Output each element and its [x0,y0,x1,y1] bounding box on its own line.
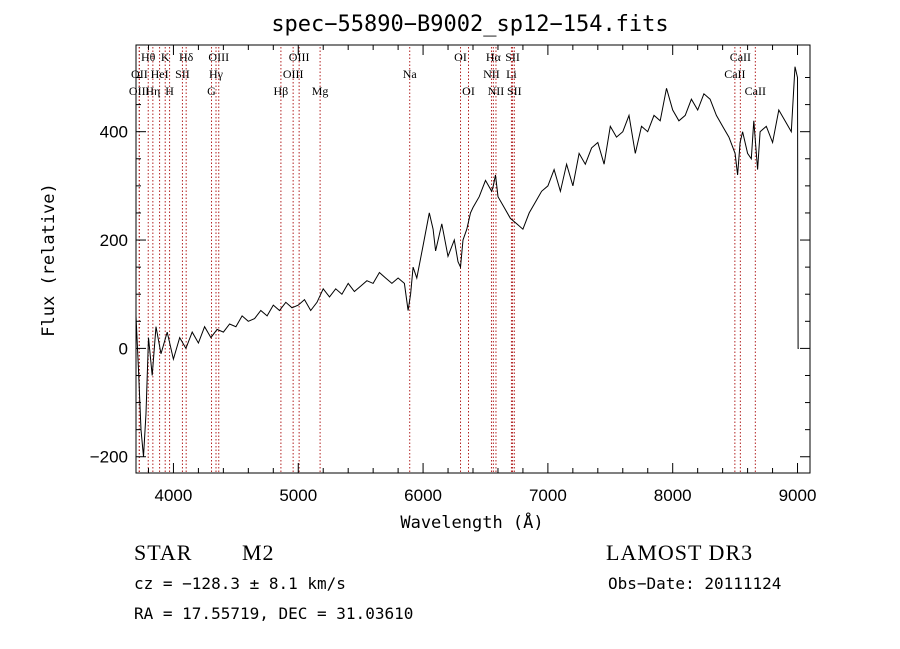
spectral-line-label: CaII [730,50,751,64]
redshift-cz: cz = −128.3 ± 8.1 km/s [134,574,346,593]
spectral-line-label: NII [483,67,500,81]
spectral-line-label: Hη [145,84,160,98]
spectral-line-label: Hθ [141,50,156,64]
spectral-line-label: K [161,50,170,64]
spectral-line-label: SII [175,67,190,81]
spectral-line-label: Mg [312,84,329,98]
spectral-line-label: Na [403,67,418,81]
y-tick-label: −200 [90,448,128,467]
x-tick-label: 4000 [155,486,193,505]
y-tick-label: 200 [100,231,128,250]
x-axis-label: Wavelength (Å) [400,511,543,533]
spectral-line-markers [138,47,756,473]
spectral-line-label: Hβ [274,84,289,98]
survey-name: LAMOST DR3 [606,540,754,565]
chart-title: spec−55890−B9002_sp12−154.fits [271,12,668,37]
spectral-line-label: G [207,84,216,98]
x-tick-label: 6000 [404,486,442,505]
spectral-line-label: OIII [129,84,150,98]
x-tick-label: 9000 [779,486,817,505]
observation-date: Obs−Date: 20111124 [608,574,782,593]
spectral-line-label: Hδ [179,50,194,64]
x-tick-label: 7000 [529,486,567,505]
spectral-line-label: OIII [289,50,310,64]
spectral-line-label: CaII [745,84,766,98]
spectral-line-label: OIII [208,50,229,64]
spectral-line-label: Hγ [209,67,224,81]
spectral-line-label: HeI [151,67,169,81]
spectral-line-label: NII [488,84,505,98]
y-tick-label: 0 [119,339,128,358]
y-axis-label: Flux (relative) [39,183,59,337]
spectral-line-label: SII [507,84,522,98]
coordinates: RA = 17.55719, DEC = 31.03610 [134,604,414,623]
spectral-line-label: SII [505,50,520,64]
x-tick-label: 5000 [279,486,317,505]
spectral-line-label: OI [462,84,475,98]
object-class: STAR [134,540,193,565]
spectral-line-label: H [165,84,174,98]
y-tick-label: 400 [100,123,128,142]
x-tick-label: 8000 [654,486,692,505]
spectral-line-label: Hα [486,50,502,64]
flux-series-line [135,66,799,457]
axis-ticks: 4000 5000 6000 7000 8000 9000 −200 0 200 400 [90,45,817,505]
spectral-line-label: Li [506,67,517,81]
spectral-line-label: OIII [283,67,304,81]
plot-frame [135,44,811,474]
spectral-line-label: OII [131,67,148,81]
object-subclass: M2 [242,540,275,565]
spectral-line-label: CaII [724,67,745,81]
spectral-line-label: OI [454,50,467,64]
